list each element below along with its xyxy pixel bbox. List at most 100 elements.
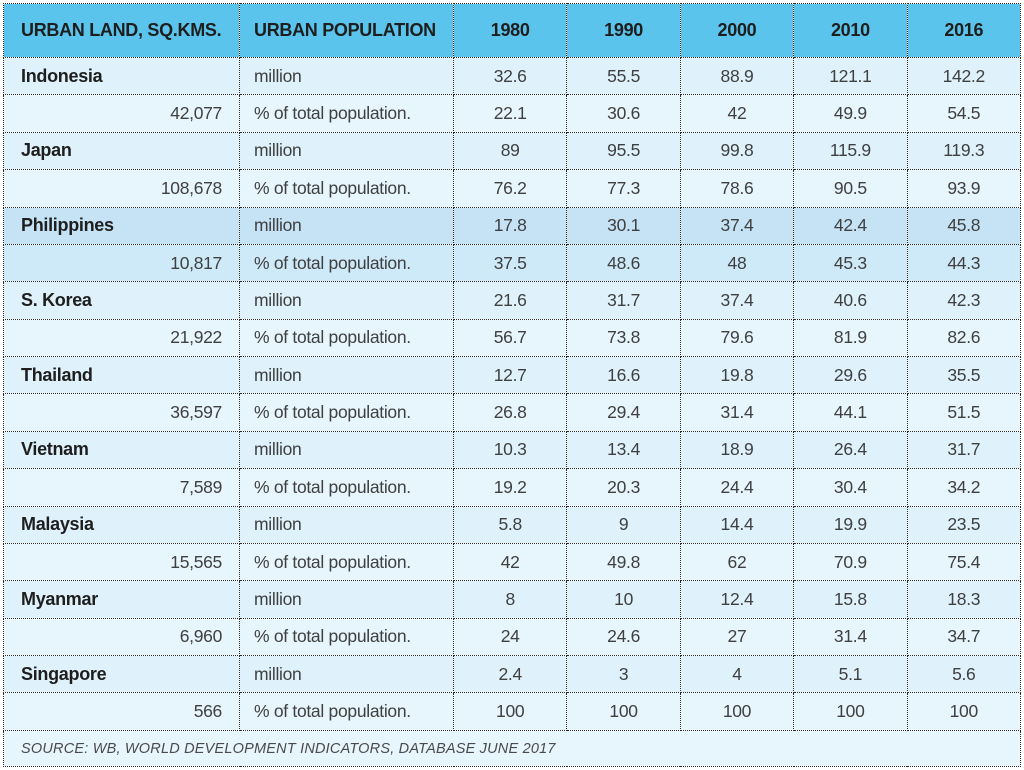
land-area-cell: 15,565	[3, 542, 240, 582]
country-percent-row: 566% of total population. 100 100 100 100 100	[3, 692, 1022, 731]
value-cell: 48	[679, 243, 795, 283]
header-urban-population: URBAN POPULATION	[239, 3, 454, 58]
value-cell: 75.4	[906, 542, 1022, 582]
value-cell: 5.1	[793, 654, 908, 694]
value-cell: 15.8	[793, 580, 908, 619]
value-cell: 13.4	[566, 430, 681, 470]
value-cell: 56.7	[452, 318, 568, 358]
country-million-row: Thailand million 12.7 16.6 19.8 29.6 35.5	[3, 355, 1022, 395]
country-million-row: Indonesia million 32.6 55.5 88.9 121.1 142.2	[3, 56, 1022, 96]
value-cell: 23.5	[906, 505, 1022, 544]
value-cell: 34.7	[906, 617, 1022, 657]
value-cell: 31.7	[566, 281, 681, 320]
land-area-cell: 566	[3, 692, 240, 731]
header-year-2010: 2010	[793, 3, 908, 58]
value-cell: 29.6	[793, 355, 908, 395]
value-cell: 24.6	[566, 617, 681, 657]
country-million-row: Singapore million 2.4 3 4 5.1 5.6	[3, 654, 1022, 694]
value-cell: 54.5	[906, 94, 1022, 133]
country-million-row: Malaysia million 5.8 9 14.4 19.9 23.5	[3, 505, 1022, 544]
source-note: SOURCE: WB, WORLD DEVELOPMENT INDICATORS…	[3, 730, 1021, 767]
value-cell: 21.6	[452, 281, 568, 320]
value-cell: 37.4	[679, 206, 795, 245]
value-cell: 44.3	[906, 243, 1022, 283]
value-cell: 34.2	[906, 468, 1022, 507]
unit-label-cell: % of total population.	[239, 169, 454, 208]
value-cell: 30.1	[566, 206, 681, 245]
value-cell: 5.8	[452, 505, 568, 544]
value-cell: 49.8	[566, 542, 681, 582]
land-area-cell: 7,589	[3, 468, 240, 507]
value-cell: 18.9	[679, 430, 795, 470]
value-cell: 30.4	[793, 468, 908, 507]
value-cell: 42	[679, 94, 795, 133]
unit-label-cell: million	[239, 281, 454, 320]
value-cell: 90.5	[793, 169, 908, 208]
unit-label-cell: % of total population.	[239, 243, 454, 283]
land-area-cell: 6,960	[3, 617, 240, 657]
country-name-cell: Singapore	[3, 654, 240, 694]
unit-label-cell: % of total population.	[239, 393, 454, 432]
unit-label-cell: % of total population.	[239, 318, 454, 358]
value-cell: 121.1	[793, 56, 908, 96]
value-cell: 20.3	[566, 468, 681, 507]
unit-label-cell: % of total population.	[239, 94, 454, 133]
unit-label-cell: million	[239, 505, 454, 544]
country-percent-row: 42,077% of total population. 22.1 30.6 42 49…	[3, 94, 1022, 133]
value-cell: 27	[679, 617, 795, 657]
value-cell: 81.9	[793, 318, 908, 358]
value-cell: 24	[452, 617, 568, 657]
value-cell: 76.2	[452, 169, 568, 208]
value-cell: 24.4	[679, 468, 795, 507]
country-name-cell: Thailand	[3, 355, 240, 395]
unit-label-cell: % of total population.	[239, 468, 454, 507]
value-cell: 99.8	[679, 131, 795, 171]
unit-label-cell: million	[239, 56, 454, 96]
value-cell: 12.4	[679, 580, 795, 619]
country-percent-row: 10,817% of total population. 37.5 48.6 48 45…	[3, 243, 1022, 283]
value-cell: 115.9	[793, 131, 908, 171]
country-percent-row: 6,960% of total population. 24 24.6 27 31.4 3…	[3, 617, 1022, 657]
country-million-row: S. Korea million 21.6 31.7 37.4 40.6 42.3	[3, 281, 1022, 320]
header-year-2016: 2016	[906, 3, 1022, 58]
value-cell: 93.9	[906, 169, 1022, 208]
value-cell: 22.1	[452, 94, 568, 133]
value-cell: 142.2	[906, 56, 1022, 96]
country-name-cell: Malaysia	[3, 505, 240, 544]
value-cell: 79.6	[679, 318, 795, 358]
unit-label-cell: million	[239, 206, 454, 245]
header-urban-land: URBAN LAND, SQ.KMS.	[3, 3, 240, 58]
table-body: Indonesia million 32.6 55.5 88.9 121.1 142.2 42…	[3, 56, 1022, 731]
unit-label-cell: million	[239, 654, 454, 694]
value-cell: 70.9	[793, 542, 908, 582]
value-cell: 31.4	[793, 617, 908, 657]
value-cell: 32.6	[452, 56, 568, 96]
country-percent-row: 21,922% of total population. 56.7 73.8 79.6…	[3, 318, 1022, 358]
unit-label-cell: % of total population.	[239, 617, 454, 657]
land-area-cell: 42,077	[3, 94, 240, 133]
value-cell: 100	[566, 692, 681, 731]
value-cell: 10	[566, 580, 681, 619]
value-cell: 100	[793, 692, 908, 731]
header-year-1980: 1980	[452, 3, 568, 58]
value-cell: 2.4	[452, 654, 568, 694]
value-cell: 88.9	[679, 56, 795, 96]
data-table: URBAN LAND, SQ.KMS. URBAN POPULATION 198…	[3, 3, 1022, 767]
header-year-1990: 1990	[566, 3, 681, 58]
source-row: SOURCE: WB, WORLD DEVELOPMENT INDICATORS…	[3, 730, 1021, 767]
header-year-2000: 2000	[679, 3, 795, 58]
value-cell: 62	[679, 542, 795, 582]
value-cell: 5.6	[906, 654, 1022, 694]
value-cell: 42.4	[793, 206, 908, 245]
unit-label-cell: % of total population.	[239, 542, 454, 582]
value-cell: 45.3	[793, 243, 908, 283]
value-cell: 4	[679, 654, 795, 694]
value-cell: 37.4	[679, 281, 795, 320]
value-cell: 19.8	[679, 355, 795, 395]
value-cell: 12.7	[452, 355, 568, 395]
country-name-cell: Philippines	[3, 206, 240, 245]
value-cell: 9	[566, 505, 681, 544]
country-name-cell: Myanmar	[3, 580, 240, 619]
value-cell: 42	[452, 542, 568, 582]
